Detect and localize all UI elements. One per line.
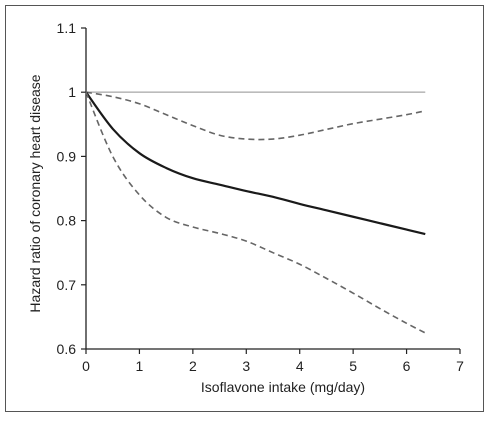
y-tick-label: 1 bbox=[68, 84, 76, 100]
x-tick-label: 7 bbox=[456, 358, 464, 374]
y-axis-title: Hazard ratio of coronary heart disease bbox=[27, 74, 43, 312]
x-axis-title: Isoflavone intake (mg/day) bbox=[201, 379, 365, 395]
upper-ci-line bbox=[85, 91, 426, 141]
series-layer bbox=[85, 91, 426, 334]
x-tick-label: 2 bbox=[189, 358, 197, 374]
lower-ci-line bbox=[85, 91, 426, 334]
y-tick-label: 0.6 bbox=[57, 341, 77, 357]
x-tick-label: 4 bbox=[296, 358, 304, 374]
y-tick-label: 1.1 bbox=[57, 20, 77, 36]
y-tick-label: 0.8 bbox=[57, 213, 77, 229]
x-tick-label: 1 bbox=[136, 358, 144, 374]
y-tick-label: 0.7 bbox=[57, 277, 77, 293]
estimate-line bbox=[85, 91, 426, 236]
x-tick-label: 5 bbox=[349, 358, 357, 374]
axes: 0 1 2 3 4 5 6 7 0.6 0.7 0.8 0.9 1 1.1 bbox=[57, 20, 465, 374]
x-tick-label: 0 bbox=[82, 358, 90, 374]
x-tick-label: 6 bbox=[403, 358, 411, 374]
figure-frame bbox=[5, 5, 484, 412]
y-tick-label: 0.9 bbox=[57, 148, 77, 164]
x-tick-label: 3 bbox=[242, 358, 250, 374]
